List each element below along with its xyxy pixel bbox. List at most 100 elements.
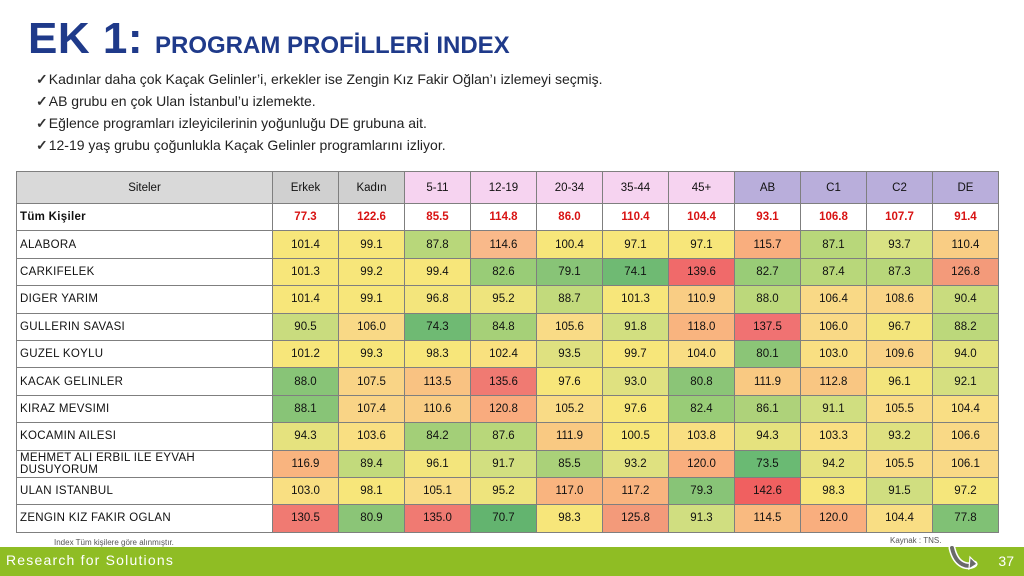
- table-row: KOCAMIN AILESI 94.3 103.6 84.2 87.6 111.9 100.…: [16, 422, 999, 451]
- page-title: EK 1: PROGRAM PROFİLLERİ INDEX: [28, 14, 510, 64]
- index-cell: 93.7: [866, 230, 933, 259]
- index-cell: 114.6: [470, 230, 537, 259]
- footnote: Index Tüm kişilere göre alınmıştır.: [54, 538, 174, 547]
- index-cell: 91.3: [668, 504, 735, 533]
- index-cell: 87.6: [470, 422, 537, 451]
- index-cell: 96.1: [866, 367, 933, 396]
- header-cell: AB: [734, 171, 801, 204]
- index-cell: 101.3: [272, 257, 339, 287]
- index-cell: 87.4: [800, 257, 867, 287]
- index-cell: 85.5: [536, 449, 603, 478]
- index-cell: 120.0: [800, 504, 867, 533]
- index-cell: 103.3: [800, 422, 867, 451]
- header-cell: C2: [866, 171, 933, 204]
- total-cell: 114.8: [470, 202, 537, 232]
- index-cell: 96.7: [866, 312, 933, 341]
- curved-arrow-icon: [948, 544, 978, 571]
- index-cell: 87.8: [404, 230, 471, 259]
- index-cell: 99.1: [338, 230, 405, 259]
- index-cell: 142.6: [734, 476, 801, 506]
- row-label: ZENGIN KIZ FAKIR OGLAN: [16, 504, 273, 533]
- index-cell: 101.3: [602, 285, 669, 314]
- total-cell: 85.5: [404, 202, 471, 232]
- table-row: GUZEL KOYLU 101.2 99.3 98.3 102.4 93.5 99.7 104…: [16, 339, 999, 369]
- index-cell: 98.3: [404, 339, 471, 369]
- index-cell: 97.1: [602, 230, 669, 259]
- table-row: DIGER YARIM 101.4 99.1 96.8 95.2 88.7 101.3 110…: [16, 285, 999, 314]
- header-cell: C1: [800, 171, 867, 204]
- index-cell: 139.6: [668, 257, 735, 287]
- table-body: Tüm Kişiler 77.3 122.6 85.5 114.8 86.0 1…: [16, 202, 999, 533]
- table-row: CARKIFELEK 101.3 99.2 99.4 82.6 79.1 74.1 139.6…: [16, 257, 999, 287]
- index-cell: 82.7: [734, 257, 801, 287]
- index-cell: 106.0: [338, 312, 405, 341]
- index-cell: 90.5: [272, 312, 339, 341]
- index-cell: 116.9: [272, 449, 339, 478]
- index-cell: 107.5: [338, 367, 405, 396]
- row-label: GUZEL KOYLU: [16, 339, 273, 369]
- title-main: EK 1:: [28, 14, 143, 63]
- footer-slogan: Research for Solutions: [6, 552, 175, 568]
- title-sub: PROGRAM PROFİLLERİ INDEX: [154, 32, 510, 59]
- index-cell: 94.0: [932, 339, 999, 369]
- index-cell: 96.1: [404, 449, 471, 478]
- index-cell: 80.8: [668, 367, 735, 396]
- index-cell: 90.4: [932, 285, 999, 314]
- index-cell: 117.2: [602, 476, 669, 506]
- index-cell: 95.2: [470, 285, 537, 314]
- total-cell: 107.7: [866, 202, 933, 232]
- bullet-item: ✓12-19 yaş grubu çoğunlukla Kaçak Gelinl…: [36, 134, 736, 156]
- index-cell: 100.4: [536, 230, 603, 259]
- index-cell: 98.3: [536, 504, 603, 533]
- index-cell: 111.9: [734, 367, 801, 396]
- index-cell: 103.8: [668, 422, 735, 451]
- row-label: DIGER YARIM: [16, 285, 273, 314]
- index-cell: 98.3: [800, 476, 867, 506]
- index-cell: 106.4: [800, 285, 867, 314]
- index-cell: 137.5: [734, 312, 801, 341]
- index-cell: 84.2: [404, 422, 471, 451]
- index-cell: 120.0: [668, 449, 735, 478]
- index-cell: 105.6: [536, 312, 603, 341]
- header-cell: 45+: [668, 171, 735, 204]
- total-cell: 122.6: [338, 202, 405, 232]
- index-cell: 112.8: [800, 367, 867, 396]
- index-cell: 115.7: [734, 230, 801, 259]
- total-cell: 77.3: [272, 202, 339, 232]
- index-cell: 105.5: [866, 394, 933, 424]
- table-row: ULAN ISTANBUL 103.0 98.1 105.1 95.2 117.0 117.…: [16, 476, 999, 506]
- index-cell: 88.0: [272, 367, 339, 396]
- index-cell: 82.6: [470, 257, 537, 287]
- index-cell: 125.8: [602, 504, 669, 533]
- bullet-text: Eğlence programları izleyicilerinin yoğu…: [48, 115, 427, 131]
- row-label: MEHMET ALI ERBIL ILE EYVAH DUSUYORUM: [16, 449, 273, 478]
- table-row: MEHMET ALI ERBIL ILE EYVAH DUSUYORUM 116.…: [16, 449, 999, 478]
- index-cell: 105.2: [536, 394, 603, 424]
- index-cell: 104.4: [866, 504, 933, 533]
- row-label: KOCAMIN AILESI: [16, 422, 273, 451]
- index-cell: 88.0: [734, 285, 801, 314]
- index-cell: 110.4: [932, 230, 999, 259]
- index-cell: 93.5: [536, 339, 603, 369]
- index-cell: 114.5: [734, 504, 801, 533]
- table-header-row: Siteler Erkek Kadın 5-11 12-19 20-34 35-…: [16, 171, 999, 204]
- header-cell: Erkek: [272, 171, 339, 204]
- total-cell: 91.4: [932, 202, 999, 232]
- bullet-list: ✓Kadınlar daha çok Kaçak Gelinler’i, erk…: [36, 68, 736, 156]
- row-label: CARKIFELEK: [16, 257, 273, 287]
- index-cell: 93.0: [602, 367, 669, 396]
- row-label: KIRAZ MEVSIMI: [16, 394, 273, 424]
- index-cell: 74.1: [602, 257, 669, 287]
- total-cell: 93.1: [734, 202, 801, 232]
- bullet-item: ✓AB grubu en çok Ulan İstanbul’u izlemek…: [36, 90, 736, 112]
- index-cell: 93.2: [602, 449, 669, 478]
- index-cell: 91.8: [602, 312, 669, 341]
- index-cell: 99.2: [338, 257, 405, 287]
- index-cell: 97.6: [602, 394, 669, 424]
- index-cell: 87.3: [866, 257, 933, 287]
- index-cell: 103.6: [338, 422, 405, 451]
- index-cell: 99.4: [404, 257, 471, 287]
- header-cell: 20-34: [536, 171, 603, 204]
- index-cell: 89.4: [338, 449, 405, 478]
- bullet-text: AB grubu en çok Ulan İstanbul’u izlemekt…: [48, 93, 316, 109]
